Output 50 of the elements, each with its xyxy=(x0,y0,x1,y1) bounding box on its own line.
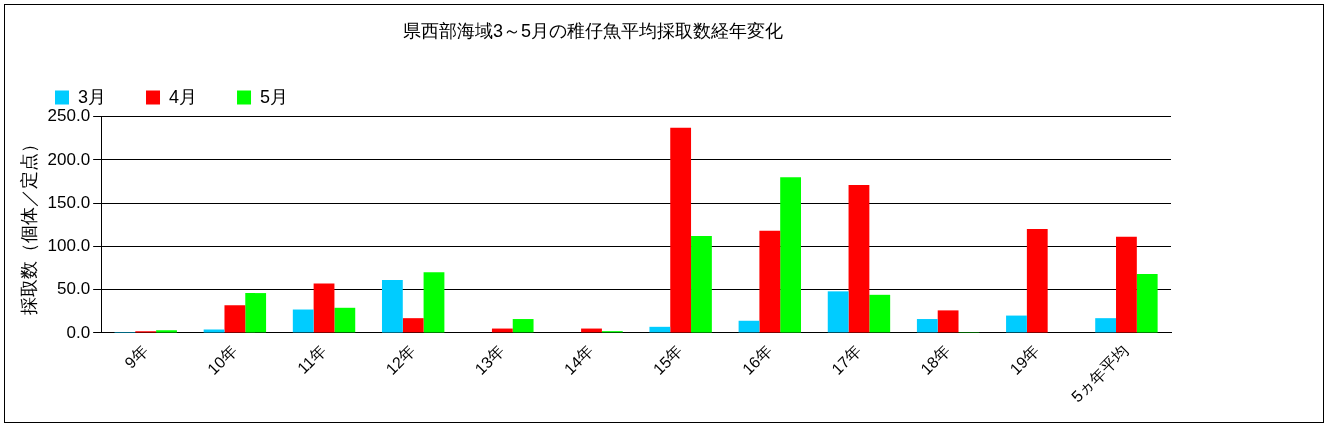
bar xyxy=(916,319,938,333)
y-tick-label: 50.0 xyxy=(57,279,91,299)
x-tick-label: 14年 xyxy=(560,341,597,378)
bar xyxy=(423,272,445,333)
bar xyxy=(670,127,692,333)
bar xyxy=(381,280,403,333)
bar xyxy=(203,329,225,333)
x-tick-label: 18年 xyxy=(917,341,954,378)
bar xyxy=(245,293,267,333)
y-tick-label: 250.0 xyxy=(47,106,91,126)
chart-title: 県西部海域3～5月の稚仔魚平均採取数経年変化 xyxy=(402,20,784,41)
bar xyxy=(1116,236,1137,333)
x-tick-label: 13年 xyxy=(471,341,508,378)
bar xyxy=(937,310,959,333)
bar xyxy=(848,184,870,333)
bar xyxy=(1095,318,1117,333)
y-tick-label: 100.0 xyxy=(47,236,91,256)
x-tick-label: 12年 xyxy=(382,341,419,378)
legend-label: 4月 xyxy=(169,86,198,107)
y-tick-label: 0.0 xyxy=(66,322,91,342)
bar xyxy=(402,318,424,333)
x-tick-label: 17年 xyxy=(828,341,865,378)
bar xyxy=(1006,315,1027,333)
x-tick-label: 9年 xyxy=(121,341,151,372)
x-tick-label: 15年 xyxy=(649,341,686,378)
bar xyxy=(691,235,712,333)
bar xyxy=(512,319,534,333)
x-tick-label: 16年 xyxy=(739,341,776,378)
bar xyxy=(827,291,849,333)
bar xyxy=(292,309,314,333)
legend-label: 5月 xyxy=(260,86,289,107)
bar xyxy=(869,294,891,333)
bar xyxy=(780,177,802,333)
x-tick-label: 10年 xyxy=(204,341,241,378)
bar xyxy=(1026,229,1048,333)
x-tick-label: 11年 xyxy=(294,341,330,377)
bar xyxy=(738,320,760,333)
bar xyxy=(313,283,335,333)
y-tick-label: 200.0 xyxy=(47,149,91,169)
x-tick-label: 5ヵ年平均 xyxy=(1068,341,1132,406)
bar xyxy=(1136,274,1158,333)
legend-label: 3月 xyxy=(78,86,107,107)
y-tick-label: 150.0 xyxy=(47,192,91,212)
x-tick-label: 19年 xyxy=(1006,341,1043,378)
bar xyxy=(224,305,246,333)
bar xyxy=(759,230,781,333)
bar xyxy=(649,326,671,333)
y-axis-title: 採取数（個体／定点） xyxy=(18,134,39,315)
bar xyxy=(156,330,177,333)
bar xyxy=(334,307,356,333)
